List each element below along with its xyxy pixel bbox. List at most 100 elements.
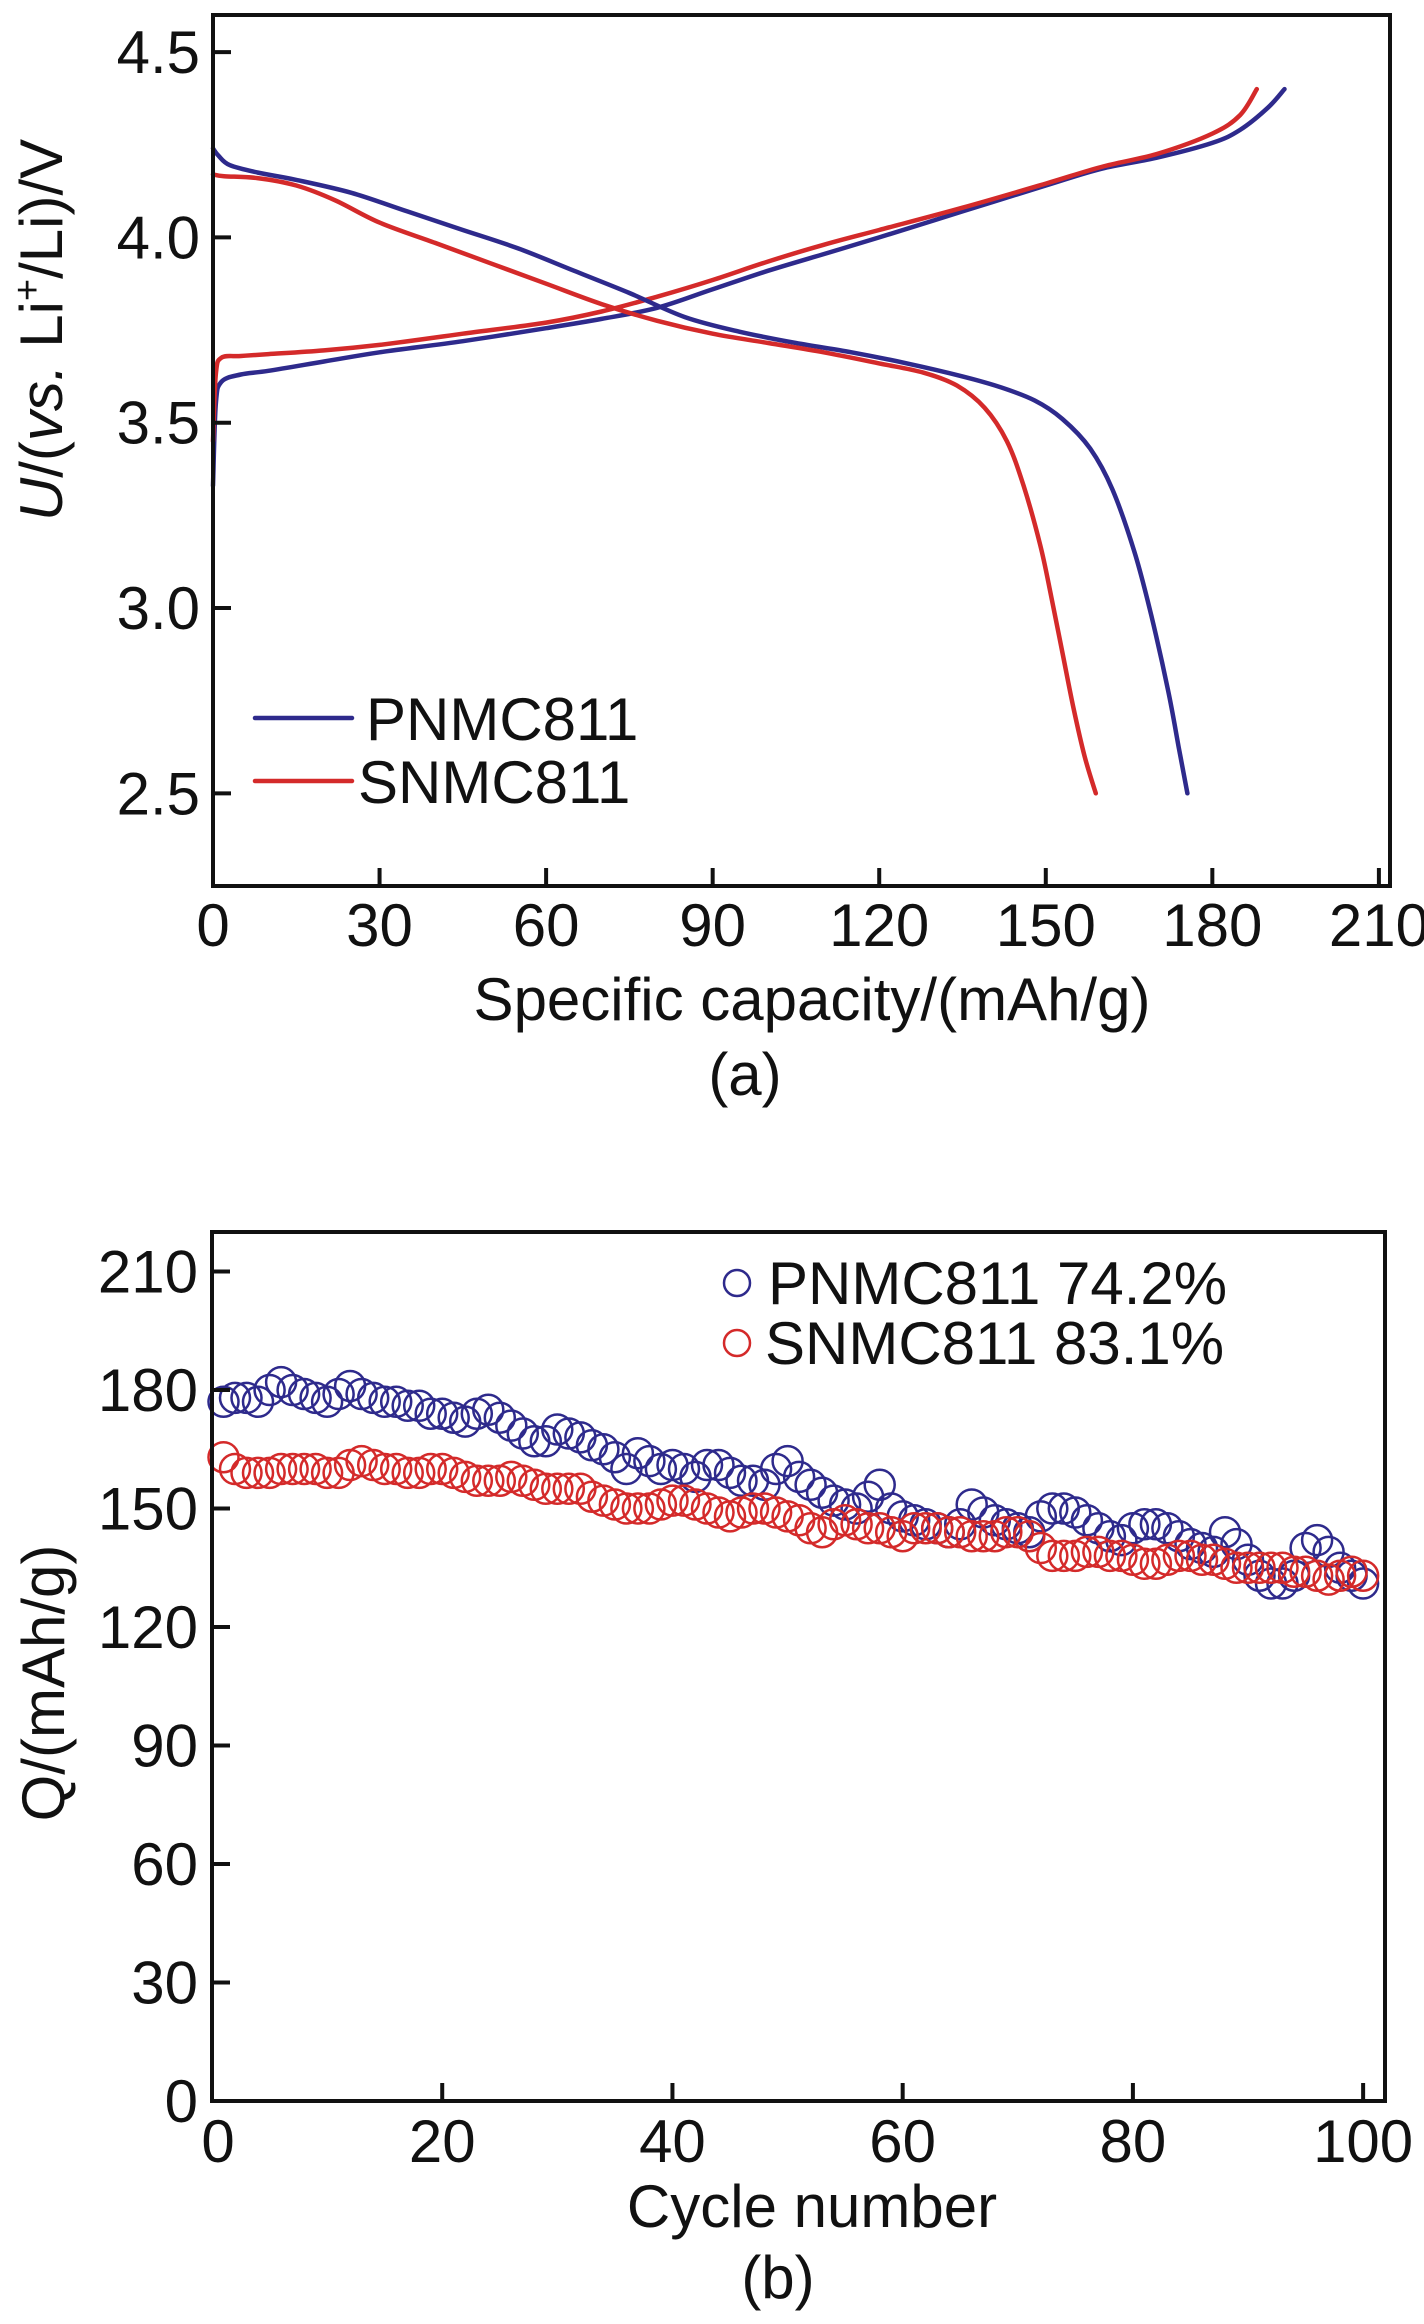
data-point-snmc811 [1254, 1551, 1288, 1585]
data-point-snmc811 [1047, 1539, 1081, 1573]
x-tick-label: 0 [196, 892, 229, 959]
data-point-pnmc811 [1151, 1512, 1184, 1545]
data-point-snmc811 [1024, 1531, 1058, 1565]
data-point-snmc811 [414, 1452, 447, 1486]
panel-a-charge-discharge-chart: 0 30 60 90 120 150 180 210 2.5 3.0 3.5 4.0 4.5 PNMC… [7, 13, 1424, 1108]
data-point-pnmc811 [402, 1389, 436, 1423]
data-point-snmc811 [967, 1519, 1000, 1553]
data-point-snmc811 [909, 1512, 942, 1545]
data-point-snmc811 [1128, 1547, 1161, 1581]
y-tick-label: 2.5 [117, 760, 200, 827]
data-point-pnmc811 [218, 1381, 252, 1415]
panel-label-b: (b) [741, 2244, 814, 2311]
y-label-open: /( [8, 441, 75, 478]
data-point-pnmc811 [633, 1444, 666, 1478]
data-point-pnmc811 [1243, 1559, 1276, 1592]
data-point-pnmc811 [702, 1448, 735, 1482]
data-point-pnmc811 [310, 1385, 344, 1419]
y-label-u: U [8, 477, 75, 521]
data-point-pnmc811 [1070, 1504, 1104, 1537]
x-tick-labels: 0 30 60 90 120 150 180 210 [196, 892, 1424, 959]
legend: PNMC811 SNMC811 [252, 686, 638, 816]
data-point-pnmc811 [1024, 1500, 1058, 1533]
data-point-pnmc811 [1059, 1496, 1092, 1529]
data-point-snmc811 [207, 1440, 240, 1474]
plot-area-curves [210, 86, 1287, 796]
legend-marker-pnmc811 [722, 1268, 752, 1298]
data-point-snmc811 [990, 1515, 1023, 1549]
panel-b-cycling-chart: 0 20 40 60 80 100 0 30 60 90 120 150 180 210 PNMC811… [10, 1230, 1413, 2311]
data-point-pnmc811 [253, 1373, 286, 1407]
y-tick-label: 90 [131, 1713, 198, 1780]
x-tick-labels: 0 20 40 60 80 100 [201, 2108, 1413, 2175]
series-line-pnmc811-charge [210, 86, 1287, 488]
plot-frame [211, 13, 1392, 888]
data-point-snmc811 [1093, 1539, 1127, 1573]
x-axis-label: Cycle number [627, 2173, 997, 2240]
y-tick-label: 4.0 [117, 204, 200, 271]
x-tick-label: 0 [201, 2108, 234, 2175]
x-tick-label: 30 [346, 892, 413, 959]
data-point-pnmc811 [713, 1456, 747, 1490]
y-tick-label: 210 [98, 1239, 198, 1306]
x-tick-label: 120 [829, 892, 929, 959]
data-point-pnmc811 [621, 1436, 655, 1470]
data-point-snmc811 [656, 1484, 689, 1517]
data-point-pnmc811 [506, 1417, 540, 1450]
y-tick-label: 180 [98, 1357, 198, 1424]
data-point-pnmc811 [1300, 1523, 1334, 1557]
axis-ticks [212, 1269, 1366, 2101]
data-point-pnmc811 [690, 1448, 724, 1482]
x-tick-label: 60 [513, 892, 580, 959]
x-axis-label: Specific capacity/(mAh/g) [474, 966, 1151, 1033]
data-point-snmc811 [1220, 1551, 1253, 1585]
legend-label-pnmc811: PNMC811 [366, 686, 638, 753]
x-tick-label: 60 [869, 2108, 936, 2175]
data-point-pnmc811 [794, 1468, 827, 1502]
data-point-pnmc811 [495, 1409, 528, 1442]
data-point-snmc811 [552, 1472, 586, 1506]
y-axis-label: Q/(mAh/g) [10, 1545, 77, 1822]
data-point-snmc811 [932, 1515, 965, 1549]
data-point-snmc811 [1243, 1551, 1276, 1585]
legend: PNMC811 74.2% SNMC811 83.1% [722, 1250, 1227, 1377]
y-tick-label: 4.5 [117, 19, 200, 86]
legend-label-snmc811: SNMC811 [358, 749, 630, 816]
y-tick-labels: 2.5 3.0 3.5 4.0 4.5 [117, 19, 200, 827]
data-point-pnmc811 [414, 1397, 447, 1430]
data-point-snmc811 [287, 1452, 321, 1486]
data-point-pnmc811 [472, 1393, 505, 1427]
y-tick-label: 120 [98, 1594, 198, 1661]
x-tick-label: 20 [409, 2108, 476, 2175]
plot-area-points [207, 1365, 1380, 1600]
legend-marker-snmc811 [722, 1328, 752, 1358]
data-point-pnmc811 [1197, 1535, 1230, 1569]
data-point-snmc811 [1070, 1535, 1104, 1569]
y-label-superscript: + [7, 279, 49, 301]
data-point-pnmc811 [1128, 1508, 1161, 1541]
y-tick-label: 150 [98, 1476, 198, 1543]
data-point-snmc811 [621, 1492, 655, 1525]
data-point-snmc811 [1231, 1551, 1265, 1585]
x-tick-label: 40 [639, 2108, 706, 2175]
legend-label-snmc811: SNMC811 83.1% [765, 1310, 1224, 1377]
data-point-pnmc811 [368, 1385, 401, 1419]
y-tick-label: 3.5 [117, 390, 200, 457]
series-snmc811 [207, 1440, 1380, 1596]
data-point-pnmc811 [1036, 1492, 1069, 1525]
data-point-pnmc811 [840, 1492, 873, 1525]
data-point-snmc811 [955, 1519, 988, 1553]
data-point-pnmc811 [529, 1425, 563, 1458]
data-point-snmc811 [1013, 1519, 1046, 1553]
data-point-snmc811 [460, 1464, 494, 1498]
data-point-snmc811 [264, 1452, 298, 1486]
data-point-snmc811 [529, 1472, 563, 1506]
x-tick-label: 180 [1162, 892, 1262, 959]
data-point-snmc811 [851, 1512, 885, 1545]
y-axis-label: U/(vs. Li+/Li)/V [7, 139, 75, 521]
axis-ticks [213, 50, 1381, 886]
data-point-snmc811 [897, 1512, 931, 1545]
data-point-pnmc811 [1208, 1515, 1242, 1549]
data-point-pnmc811 [322, 1377, 355, 1411]
data-point-pnmc811 [955, 1488, 988, 1521]
